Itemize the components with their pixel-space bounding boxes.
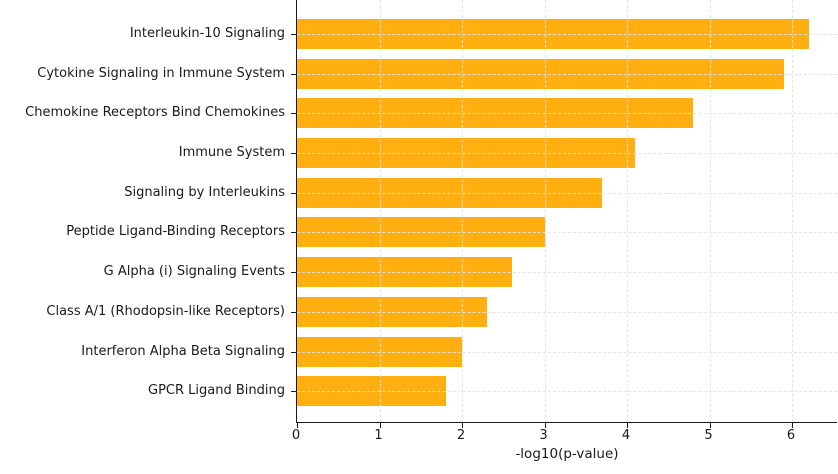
horizontal-gridline bbox=[297, 192, 837, 194]
y-axis-tick-mark bbox=[291, 34, 296, 35]
y-axis-tick-mark bbox=[291, 351, 296, 353]
horizontal-gridline bbox=[297, 391, 837, 393]
y-axis-tick-mark bbox=[291, 272, 296, 274]
y-axis-category-label: Class A/1 (Rhodopsin-like Receptors) bbox=[46, 304, 285, 320]
y-axis-tick-mark bbox=[291, 391, 296, 393]
vertical-gridline bbox=[627, 0, 628, 422]
vertical-gridline bbox=[709, 0, 711, 422]
horizontal-gridline bbox=[297, 34, 837, 35]
vertical-gridline bbox=[379, 0, 381, 422]
y-axis-tick-mark bbox=[291, 311, 296, 313]
y-axis-category-label: Interleukin-10 Signaling bbox=[129, 26, 285, 42]
x-axis-tick-mark bbox=[627, 423, 628, 428]
x-axis-tick-label: 3 bbox=[539, 428, 548, 443]
y-axis-category-labels: Interleukin-10 Signaling Cytokine Signali… bbox=[0, 0, 290, 423]
x-axis-tick-mark bbox=[709, 423, 711, 428]
y-axis-tick-mark bbox=[291, 232, 296, 234]
x-axis-tick-label: 6 bbox=[786, 428, 796, 443]
x-axis-tick-mark bbox=[379, 423, 381, 428]
y-axis-category-label: Signaling by Interleukins bbox=[124, 184, 285, 200]
y-axis-tick-mark bbox=[291, 113, 296, 115]
x-axis-tick-mark bbox=[544, 423, 546, 428]
x-axis-tick-label: 0 bbox=[291, 428, 301, 443]
y-axis-category-label: Peptide Ligand-Binding Receptors bbox=[66, 224, 285, 240]
grid-layer bbox=[297, 0, 837, 422]
x-axis-tick-mark bbox=[462, 423, 463, 428]
y-axis-category-label: GPCR Ligand Binding bbox=[148, 383, 285, 399]
y-axis-category-label: G Alpha (i) Signaling Events bbox=[103, 264, 285, 280]
horizontal-gridline bbox=[297, 311, 837, 313]
vertical-gridline bbox=[544, 0, 546, 422]
y-axis-category-label: Immune System bbox=[178, 145, 285, 161]
horizontal-gridline bbox=[297, 232, 837, 234]
x-axis-tick-mark bbox=[297, 423, 298, 428]
x-axis-tick-label: 5 bbox=[704, 428, 713, 443]
x-axis-tick-label: 1 bbox=[374, 428, 383, 443]
horizontal-gridline bbox=[297, 351, 837, 353]
x-axis-tick-label: 2 bbox=[456, 428, 466, 443]
y-axis-tick-mark bbox=[291, 153, 296, 155]
y-axis-tick-mark bbox=[291, 73, 296, 75]
horizontal-gridline bbox=[297, 113, 837, 115]
y-axis-category-label: Cytokine Signaling in Immune System bbox=[37, 65, 285, 81]
horizontal-gridline bbox=[297, 153, 837, 155]
vertical-gridline bbox=[462, 0, 463, 422]
ticks-layer bbox=[291, 0, 837, 428]
y-axis-category-label: Interferon Alpha Beta Signaling bbox=[81, 343, 285, 359]
x-axis-tick-mark bbox=[792, 423, 793, 428]
y-axis-tick-mark bbox=[291, 192, 296, 194]
horizontal-gridline bbox=[297, 272, 837, 274]
plot-area bbox=[291, 0, 837, 428]
x-axis-tick-label: 4 bbox=[621, 428, 631, 443]
y-axis-category-label: Chemokine Receptors Bind Chemokines bbox=[25, 105, 285, 121]
x-axis-label: -log10(p-value) bbox=[515, 446, 619, 462]
vertical-gridline bbox=[792, 0, 793, 422]
horizontal-gridline bbox=[297, 73, 837, 75]
